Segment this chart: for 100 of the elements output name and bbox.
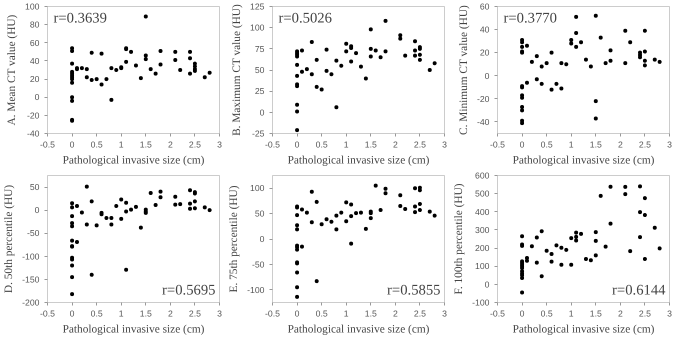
x-tick-label: 3: [442, 308, 448, 318]
x-tick-label: -0.5: [265, 308, 280, 318]
x-tick-label: 2: [168, 308, 173, 318]
x-tick-label: 1.5: [364, 308, 377, 318]
x-tick-label: 1: [344, 308, 349, 318]
x-tick-label: 2: [392, 308, 398, 318]
y-tick-label: -25: [252, 128, 265, 138]
x-tick-label: -0.5: [490, 140, 506, 150]
x-axis-title: Pathological invasive size (cm): [512, 154, 655, 166]
x-tick-label: 0: [294, 308, 300, 318]
y-axis-title: A. Mean CT value (HU): [6, 14, 18, 126]
x-tick-label: 0.5: [90, 140, 103, 150]
x-tick-label: 3: [667, 140, 672, 150]
x-tick-label: 0.5: [316, 308, 328, 318]
y-tick-label: 0: [260, 107, 265, 118]
x-tick-label: 1.5: [140, 140, 152, 150]
x-tick-label: -0.5: [265, 140, 280, 150]
x-tick-label: 2: [618, 140, 623, 150]
x-tick-label: 2: [168, 140, 173, 150]
y-tick-label: 0: [260, 234, 265, 244]
x-tick-label: 0: [520, 140, 525, 150]
annotation: r=0.5855: [387, 282, 440, 298]
y-tick-label: 100: [25, 2, 40, 12]
y-tick-label: 50: [254, 65, 265, 75]
x-axis-title: Pathological invasive size (cm): [62, 154, 205, 166]
x-tick-label: 1: [118, 308, 124, 318]
y-tick-label: 25: [254, 86, 265, 96]
x-axis-title: Pathological invasive size (cm): [288, 154, 430, 166]
x-tick-label: 2.5: [414, 140, 426, 150]
x-tick-label: 0: [70, 140, 75, 150]
y-axis-title: E. 75th percentile (HU): [228, 185, 240, 292]
x-tick-label: 2: [618, 308, 623, 318]
x-tick-label: 2.5: [414, 308, 426, 318]
y-tick-label: -50: [26, 228, 40, 238]
y-tick-label: 125: [250, 2, 265, 12]
x-tick-label: 0.5: [540, 308, 553, 318]
y-tick-label: -200: [22, 298, 40, 308]
x-tick-label: -0.5: [490, 308, 506, 318]
y-tick-label: 80: [30, 20, 40, 30]
y-tick-label: 500: [475, 188, 490, 199]
y-tick-label: 200: [475, 243, 490, 254]
x-axis-title: Pathological invasive size (cm): [288, 324, 430, 336]
y-tick-label: 0: [34, 205, 40, 216]
y-tick-label: 300: [475, 224, 490, 235]
x-tick-label: 0: [70, 308, 75, 318]
y-axis-title: D. 50th percentile (HU): [3, 184, 16, 294]
x-axis-title: Pathological invasive size (cm): [62, 324, 205, 336]
y-tick-label: -100: [22, 251, 40, 262]
x-tick-label: 2.5: [188, 140, 202, 150]
x-tick-label: 1.5: [590, 140, 602, 150]
y-tick-label: -100: [472, 298, 490, 308]
y-tick-label: 100: [250, 22, 265, 33]
y-tick-label: 0: [484, 70, 490, 81]
y-tick-label: -40: [476, 116, 490, 127]
y-tick-label: 40: [480, 24, 490, 35]
y-tick-label: -50: [252, 259, 265, 270]
x-tick-label: 0.5: [90, 308, 103, 318]
x-tick-label: 3: [217, 308, 222, 318]
y-tick-label: 60: [30, 38, 40, 48]
x-tick-label: 1: [568, 140, 574, 150]
y-axis-title: F. 100th percentile (HU): [453, 183, 466, 295]
y-tick-label: 100: [250, 183, 265, 194]
x-tick-label: 0: [520, 308, 525, 318]
annotation: r=0.5026: [278, 10, 332, 26]
y-axis-title: C. Minimum CT value (HU): [458, 5, 470, 135]
x-axis-title: Pathological invasive size (cm): [512, 324, 655, 336]
y-tick-label: -150: [22, 274, 40, 284]
y-tick-label: 20: [480, 48, 490, 58]
y-tick-label: -20: [26, 110, 40, 120]
y-tick-label: 100: [475, 261, 490, 272]
y-axis-title: B. Maximum CT value (HU): [231, 4, 244, 136]
annotation: r=0.5695: [162, 282, 216, 298]
x-tick-label: 1.5: [364, 140, 377, 150]
y-tick-label: 40: [30, 56, 40, 66]
x-tick-label: 2.5: [638, 140, 652, 150]
x-tick-label: 1.5: [140, 308, 152, 318]
y-tick-label: -40: [26, 128, 40, 138]
y-tick-label: 50: [254, 208, 265, 219]
x-tick-label: 2.5: [188, 308, 202, 318]
y-tick-label: 20: [30, 74, 40, 84]
x-tick-label: 3: [667, 308, 672, 318]
annotation: r=0.6144: [612, 282, 666, 298]
annotation: r=0.3639: [54, 10, 107, 26]
x-tick-label: 0.5: [316, 140, 328, 150]
y-tick-label: 75: [254, 44, 265, 54]
x-tick-label: 0: [294, 140, 300, 150]
y-tick-label: 0: [34, 92, 40, 102]
y-tick-label: -100: [247, 284, 265, 295]
y-tick-label: 0: [484, 279, 490, 290]
y-tick-label: -20: [476, 94, 490, 104]
x-tick-label: -0.5: [40, 140, 56, 150]
x-tick-label: 1: [344, 140, 349, 150]
x-tick-label: 1: [118, 140, 124, 150]
y-tick-label: 60: [480, 2, 490, 12]
x-tick-label: 3: [217, 140, 222, 150]
x-tick-label: 1: [568, 308, 574, 318]
annotation: r=0.3770: [504, 10, 557, 26]
x-tick-label: 1.5: [590, 308, 602, 318]
x-tick-label: 3: [442, 140, 448, 150]
y-tick-label: 600: [475, 170, 490, 180]
